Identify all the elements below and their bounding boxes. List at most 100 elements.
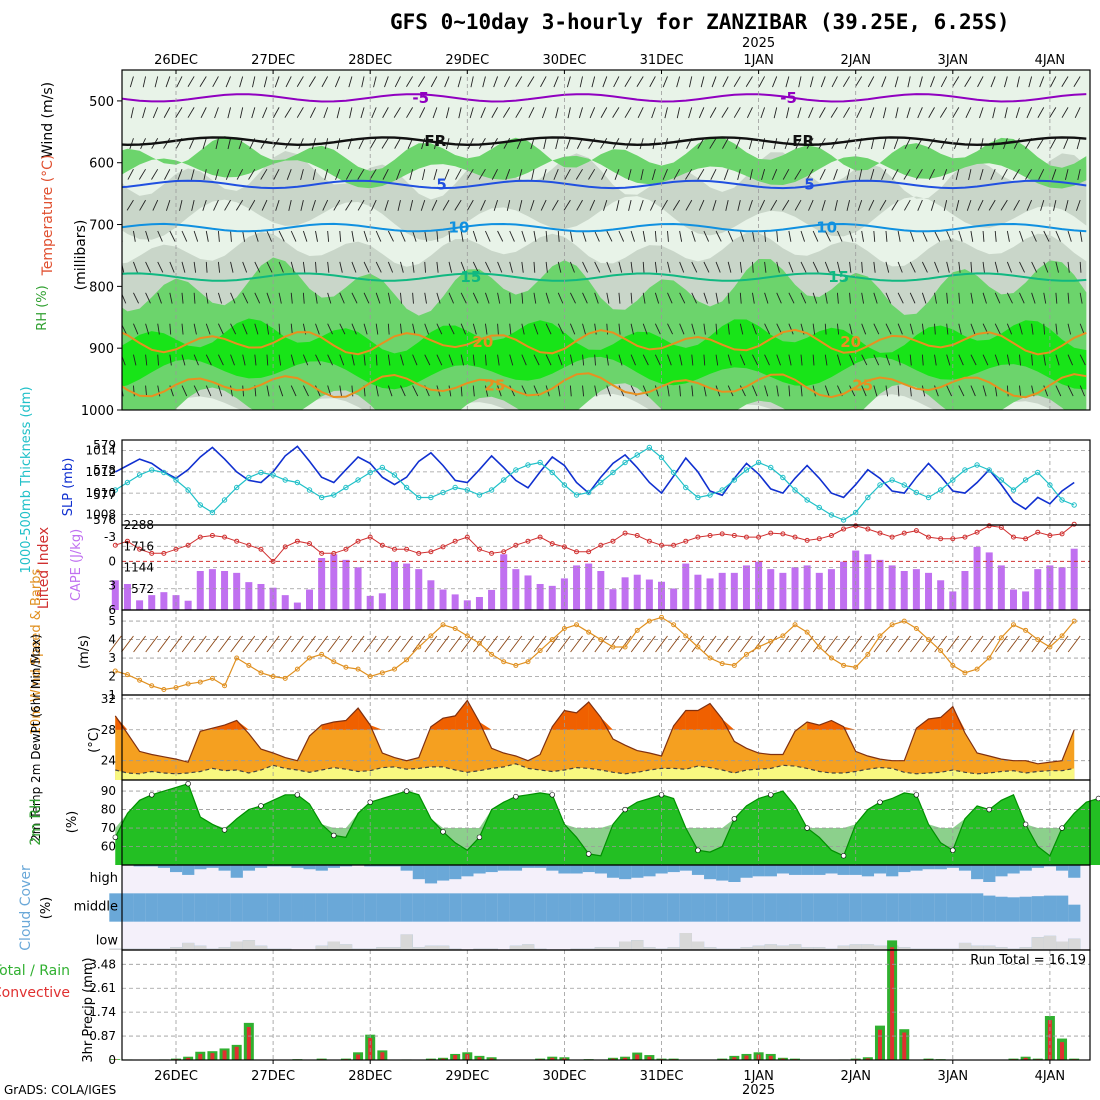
cloud-middle-bar — [145, 893, 158, 922]
wind-barb — [323, 107, 329, 119]
wind-barb — [955, 169, 960, 181]
wind10-barb — [533, 635, 547, 653]
wind-barb — [521, 323, 525, 335]
wind-barb — [564, 168, 571, 180]
wind-barb — [934, 230, 941, 242]
wind-barb — [748, 199, 753, 211]
wind-barb — [965, 107, 972, 119]
wind-barb — [885, 230, 888, 242]
cloud-high-bar — [521, 865, 535, 868]
wind-barb — [531, 169, 535, 181]
wind-barb — [400, 354, 404, 366]
thickness-point — [185, 487, 191, 493]
wind-barb — [1038, 168, 1045, 180]
lifted-index-point — [391, 546, 397, 552]
precip-conv-bar — [477, 1057, 482, 1060]
thickness-point — [755, 459, 762, 466]
cloud-low-bar — [813, 947, 826, 950]
y-tick-label: 577 — [93, 488, 116, 502]
wind10-point — [719, 661, 725, 667]
cloud-middle-bar — [521, 893, 535, 922]
cloud-low-bar — [534, 948, 547, 950]
wind-barb — [230, 323, 237, 335]
wind-barb — [227, 138, 231, 150]
wind-barb — [361, 76, 365, 88]
wind-barb — [952, 76, 960, 87]
wind10-point — [622, 644, 628, 650]
wind-barb — [193, 385, 200, 397]
wind-barb — [856, 107, 863, 119]
cape-bar — [961, 570, 969, 610]
wind-barb — [285, 76, 292, 88]
wind10-point — [428, 633, 434, 639]
wind-barb — [582, 230, 587, 242]
wind-barb — [970, 354, 977, 366]
wind-barb — [1012, 168, 1020, 180]
wind-barb — [1031, 261, 1038, 273]
thickness-point — [367, 469, 373, 476]
wind-barb — [857, 199, 863, 211]
wind-barb — [442, 199, 450, 211]
wind-barb — [642, 261, 645, 273]
lifted-index-point — [974, 529, 980, 535]
rh-point — [331, 832, 337, 839]
thickness-point — [294, 479, 301, 486]
wind-barb — [606, 385, 611, 397]
cloud-middle-bar — [376, 893, 389, 922]
lifted-index-point — [926, 534, 932, 540]
cape-bar — [864, 554, 872, 610]
wind-barb — [266, 323, 270, 335]
wind10-point — [1047, 644, 1053, 650]
wind-barb — [891, 199, 899, 211]
lifted-index-point — [282, 544, 288, 550]
wind10-barb — [570, 635, 583, 653]
thickness-point — [136, 472, 143, 478]
lifted-index-point — [185, 542, 191, 548]
wind10-point — [828, 655, 834, 661]
wind-barb — [181, 385, 188, 397]
cape-bar — [354, 567, 362, 610]
cloud-low-bar — [1056, 941, 1069, 950]
wind10-barb — [145, 635, 159, 653]
wind-barb — [761, 169, 766, 180]
wind-barb — [820, 76, 826, 88]
thickness-point — [986, 467, 992, 473]
wind-barb — [873, 323, 880, 335]
wind-barb — [861, 385, 867, 397]
wind10-barb — [169, 635, 183, 653]
wind-barb — [667, 292, 673, 304]
wind-barb — [630, 323, 634, 335]
wind10-point — [379, 670, 385, 676]
wind-barb — [739, 230, 745, 242]
lifted-index-point — [828, 533, 834, 539]
wind-barb — [1019, 385, 1022, 397]
wind-barb — [909, 354, 912, 366]
wind-barb — [181, 261, 186, 273]
rh-point — [294, 792, 301, 798]
wind-barb — [214, 107, 219, 119]
temp-hot-fill — [588, 701, 601, 730]
rh-point — [1059, 825, 1065, 831]
thickness-point — [950, 477, 956, 483]
cloud-middle-bar — [558, 893, 571, 922]
precip-conv-bar — [1047, 1020, 1052, 1060]
pressure-tick-label: 700 — [89, 219, 114, 234]
cape-bar — [876, 559, 884, 610]
wind10-point — [258, 670, 264, 676]
wind-barb — [943, 199, 948, 211]
wind-barb — [897, 323, 903, 335]
lifted-index-point — [124, 538, 130, 544]
wind-barb — [252, 76, 256, 88]
date-tick-label: 3JAN — [938, 53, 969, 68]
wind-barb — [654, 323, 661, 335]
wind10-barb — [1067, 635, 1081, 653]
thickness-point — [573, 492, 580, 498]
wind-barb — [545, 354, 552, 366]
wind-barb — [290, 385, 297, 397]
lifted-index-point — [586, 549, 592, 555]
wind10-barb — [509, 635, 523, 653]
wind-barb — [849, 261, 852, 273]
wind-barb — [698, 107, 705, 119]
wind-barb — [339, 323, 346, 335]
wind-barb — [497, 323, 499, 335]
